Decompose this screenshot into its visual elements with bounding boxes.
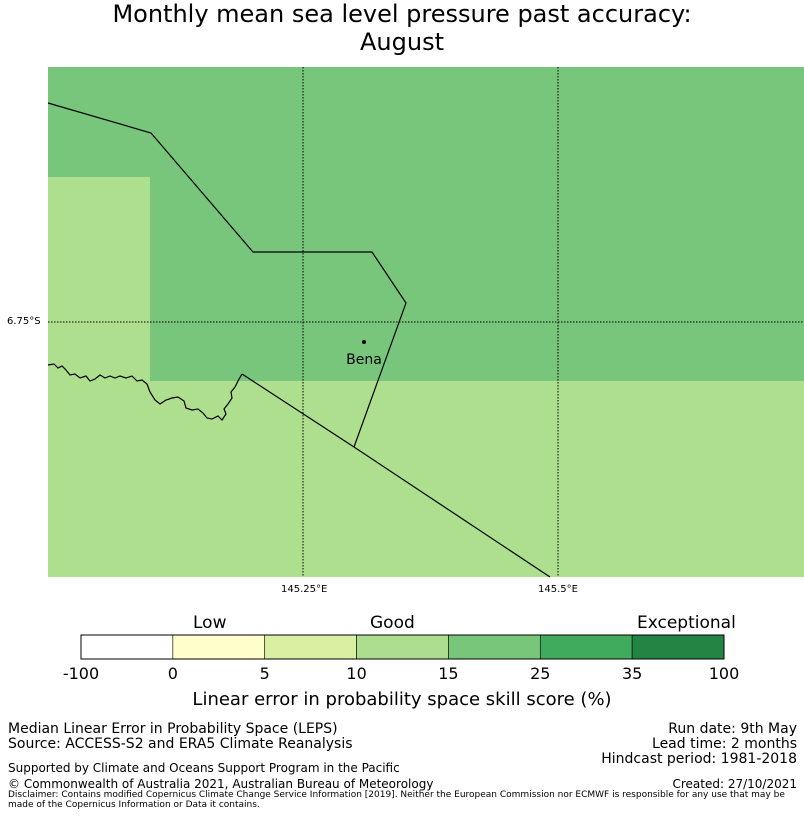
lon-label-1: 145.25°E [281,584,328,595]
town-marker [362,340,366,344]
colorbar-segment [631,634,725,660]
footer-source: Source: ACCESS-S2 and ERA5 Climate Reana… [8,736,353,752]
title-line-2: August [360,28,444,56]
category-low: Low [193,613,227,633]
footer-copyright: © Commonwealth of Australia 2021, Austra… [8,777,434,791]
province-boundary-south [241,373,551,578]
colorbar-segment [80,634,174,660]
footer-hindcast: Hindcast period: 1981-2018 [601,751,797,767]
colorbar-segment [356,634,449,660]
colorbar-title: Linear error in probability space skill … [192,689,612,710]
footer-created: Created: 27/10/2021 [672,777,797,791]
footer-run-date: Run date: 9th May [668,721,797,737]
colorbar-tick-label: 15 [438,664,459,683]
colorbar-tick-label: 25 [530,664,551,683]
coastline [47,363,243,421]
colorbar-segment [172,634,266,660]
colorbar-tick-label: -100 [62,664,100,683]
colorbar-tick-label: 10 [346,664,367,683]
colorbar-segment [448,634,541,660]
footer-support: Supported by Climate and Oceans Support … [8,761,400,775]
title-line-1: Monthly mean sea level pressure past acc… [112,0,692,28]
colorbar-tick-label: 35 [621,664,643,683]
footer-method: Median Linear Error in Probability Space… [8,721,338,737]
chart-title: Monthly mean sea level pressure past acc… [0,0,804,56]
colorbar [80,634,725,660]
town-label: Bena [346,352,382,368]
footer-disclaimer: Disclaimer: Contains modified Copernicus… [8,790,785,810]
province-boundary [47,102,407,448]
colorbar-tick-label: 5 [259,664,270,683]
lat-label: 6.75°S [7,316,41,327]
lon-label-2: 145.5°E [538,584,578,595]
colorbar-segment [264,634,357,660]
colorbar-tick-label: 100 [708,664,740,683]
footer-lead-time: Lead time: 2 months [652,736,797,752]
category-good: Good [370,613,415,633]
high-skill-zone [48,67,804,381]
colorbar-tick-label: 0 [167,664,178,683]
colorbar-outline [80,634,725,660]
category-exceptional: Exceptional [637,613,736,633]
colorbar-segment [539,634,633,660]
